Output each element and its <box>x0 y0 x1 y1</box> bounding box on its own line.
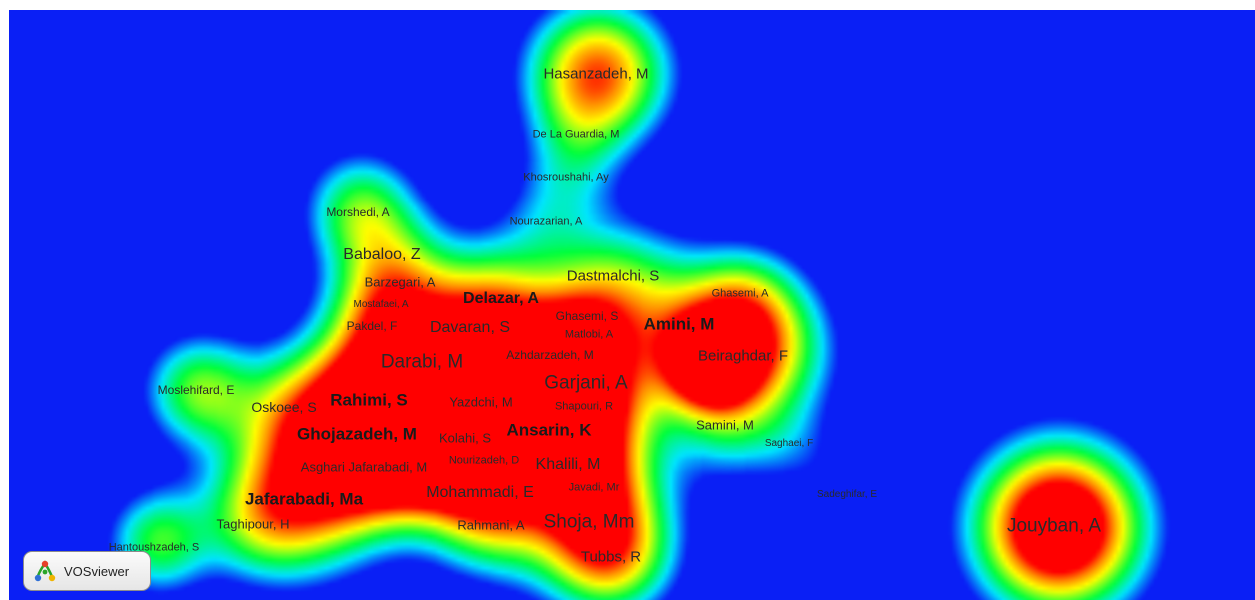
author-label[interactable]: Garjani, A <box>544 372 628 394</box>
density-map[interactable]: Hasanzadeh, M De La Guardia, M Khosroushah… <box>9 10 1255 600</box>
author-label[interactable]: Nourizadeh, D <box>448 454 520 467</box>
author-label[interactable]: Kolahi, S <box>438 430 492 446</box>
author-label[interactable]: Oskoee, S <box>251 399 317 415</box>
vosviewer-logo: VOSviewer <box>23 551 151 591</box>
author-label[interactable]: Saghaei, F <box>764 438 814 449</box>
author-label[interactable]: Morshedi, A <box>326 205 390 219</box>
author-label[interactable]: Babaloo, Z <box>343 246 421 263</box>
author-label[interactable]: Khalili, M <box>535 456 601 473</box>
author-label[interactable]: Davaran, S <box>429 319 511 336</box>
vosviewer-logo-icon <box>34 560 56 582</box>
author-label[interactable]: Ghojazadeh, M <box>297 424 417 444</box>
author-label[interactable]: Rahimi, S <box>330 390 408 410</box>
author-label[interactable]: Beiraghdar, F <box>697 347 789 365</box>
author-label[interactable]: Sadeghifar, E <box>816 489 878 500</box>
author-label[interactable]: Azhdarzadeh, M <box>506 348 594 362</box>
author-label[interactable]: Jouyban, A <box>1006 515 1102 537</box>
author-label[interactable]: Pakdel, F <box>346 319 398 333</box>
author-label[interactable]: Dastmalchi, S <box>566 267 660 285</box>
author-label[interactable]: Tubbs, R <box>580 548 642 566</box>
author-label[interactable]: Mostafaei, A <box>353 299 409 310</box>
density-heatmap <box>9 10 1255 600</box>
author-label[interactable]: Hasanzadeh, M <box>543 65 649 83</box>
author-labels: Hasanzadeh, M De La Guardia, M Khosroushah… <box>9 10 1255 600</box>
author-label[interactable]: Hantoushzadeh, S <box>108 541 200 554</box>
author-label[interactable]: Javadi, Mr <box>568 481 620 494</box>
author-label[interactable]: Darabi, M <box>380 351 464 373</box>
vosviewer-logo-text: VOSviewer <box>64 563 130 579</box>
author-label[interactable]: Samini, M <box>696 417 754 433</box>
author-label[interactable]: De La Guardia, M <box>532 128 620 141</box>
author-label[interactable]: Taghipour, H <box>216 516 290 532</box>
author-label[interactable]: Matlobi, A <box>564 328 614 341</box>
author-label[interactable]: Ghasemi, S <box>555 309 619 323</box>
author-label[interactable]: Ghasemi, A <box>711 287 769 300</box>
author-label[interactable]: Rahmani, A <box>457 517 525 533</box>
author-label[interactable]: Khosroushahi, Ay <box>523 171 609 184</box>
author-label[interactable]: Jafarabadi, Ma <box>244 489 364 509</box>
author-label[interactable]: Asghari Jafarabadi, M <box>300 459 428 475</box>
author-label[interactable]: Moslehifard, E <box>157 383 235 397</box>
author-label[interactable]: Shapouri, R <box>554 400 614 413</box>
author-label[interactable]: Nourazarian, A <box>509 215 583 228</box>
author-label[interactable]: Barzegari, A <box>364 274 436 290</box>
author-label[interactable]: Amini, M <box>643 314 715 334</box>
author-label[interactable]: Shoja, Mm <box>543 511 635 533</box>
author-label[interactable]: Yazdchi, M <box>449 394 513 410</box>
author-label[interactable]: Mohammadi, E <box>426 484 534 501</box>
author-label[interactable]: Delazar, A <box>463 290 539 307</box>
author-label[interactable]: Ansarin, K <box>506 420 592 440</box>
